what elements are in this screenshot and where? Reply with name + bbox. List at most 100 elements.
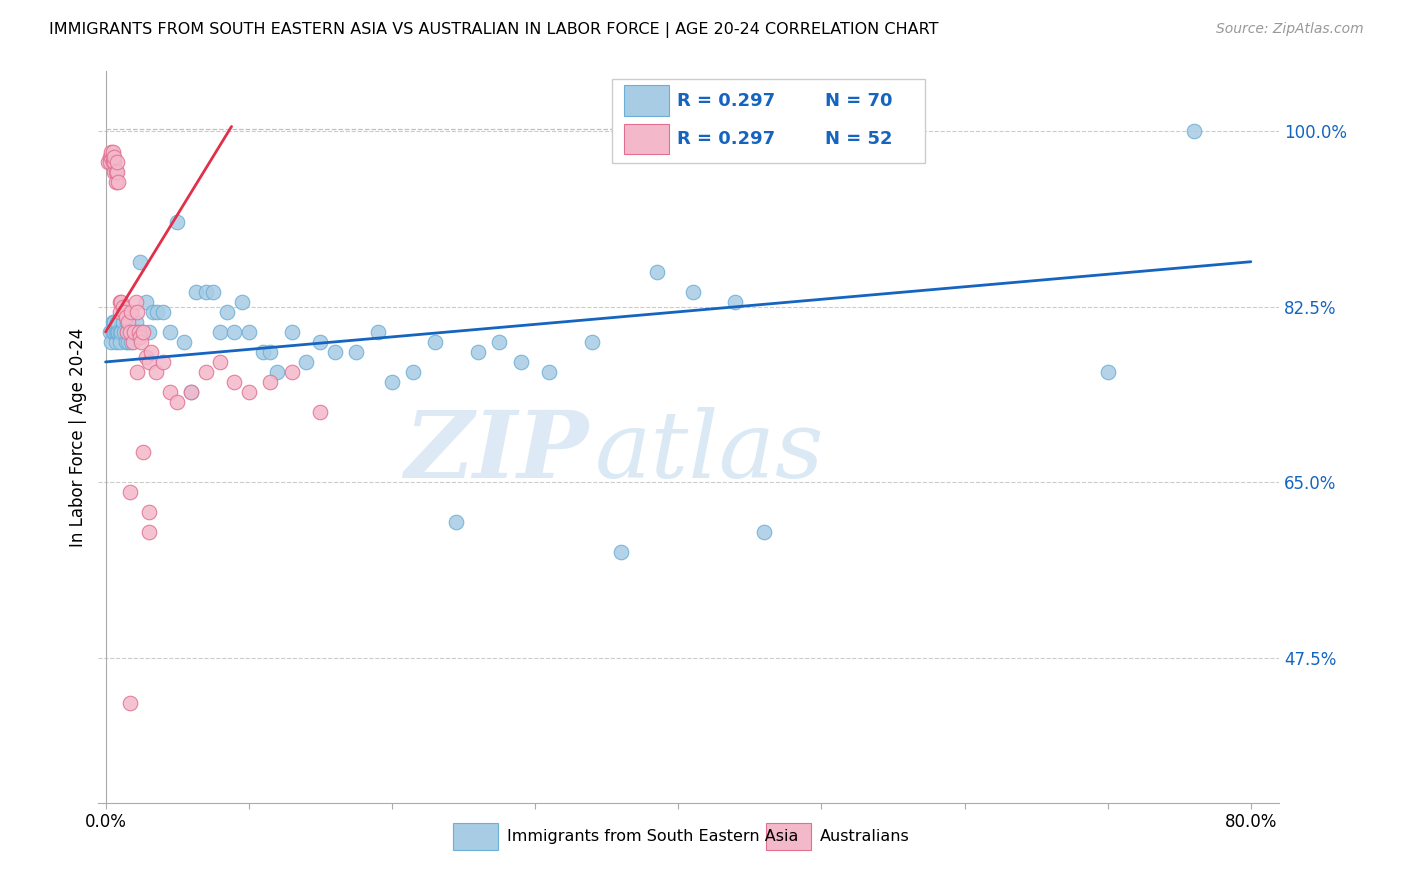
Point bbox=[117, 315, 139, 329]
Point bbox=[145, 365, 167, 379]
Point bbox=[1182, 124, 1205, 138]
Point bbox=[118, 696, 141, 710]
Point bbox=[105, 154, 128, 169]
Point bbox=[104, 175, 127, 189]
Point bbox=[104, 164, 127, 178]
Point bbox=[194, 365, 217, 379]
Point bbox=[100, 334, 122, 349]
Point bbox=[108, 294, 131, 309]
Point bbox=[121, 325, 143, 339]
Point bbox=[103, 154, 125, 169]
Text: R = 0.297: R = 0.297 bbox=[678, 130, 775, 148]
Point bbox=[135, 294, 157, 309]
Text: atlas: atlas bbox=[595, 407, 824, 497]
Point bbox=[645, 265, 668, 279]
Point bbox=[98, 154, 121, 169]
Point bbox=[97, 154, 120, 169]
Point bbox=[209, 325, 232, 339]
Point bbox=[159, 384, 181, 399]
Point bbox=[138, 325, 160, 339]
Point bbox=[105, 164, 128, 178]
Point bbox=[309, 334, 332, 349]
Point bbox=[111, 315, 134, 329]
Point bbox=[105, 325, 128, 339]
Point bbox=[108, 325, 131, 339]
Point bbox=[103, 325, 125, 339]
Point bbox=[120, 305, 142, 319]
Point bbox=[224, 325, 246, 339]
Point bbox=[125, 325, 148, 339]
Point bbox=[115, 325, 138, 339]
Point bbox=[142, 305, 165, 319]
Point bbox=[129, 330, 152, 344]
Point bbox=[323, 345, 346, 359]
Point bbox=[381, 375, 404, 389]
Point bbox=[581, 334, 603, 349]
Point bbox=[446, 515, 468, 529]
Point bbox=[107, 325, 129, 339]
Point bbox=[112, 325, 135, 339]
Point bbox=[138, 505, 160, 519]
Point bbox=[266, 365, 288, 379]
Point bbox=[280, 365, 302, 379]
Point bbox=[100, 145, 122, 159]
Text: N = 70: N = 70 bbox=[825, 92, 893, 110]
Point bbox=[114, 334, 136, 349]
Text: R = 0.297: R = 0.297 bbox=[678, 92, 775, 110]
Text: IMMIGRANTS FROM SOUTH EASTERN ASIA VS AUSTRALIAN IN LABOR FORCE | AGE 20-24 CORR: IMMIGRANTS FROM SOUTH EASTERN ASIA VS AU… bbox=[49, 22, 939, 38]
Point bbox=[98, 325, 121, 339]
Point bbox=[124, 294, 146, 309]
Point bbox=[238, 325, 260, 339]
Point bbox=[114, 310, 136, 324]
Point bbox=[132, 445, 155, 459]
Point bbox=[610, 545, 633, 559]
Point bbox=[135, 350, 157, 364]
Point bbox=[115, 325, 138, 339]
Point bbox=[538, 365, 561, 379]
Point bbox=[180, 384, 202, 399]
Point bbox=[101, 154, 124, 169]
Point bbox=[367, 325, 389, 339]
Point bbox=[724, 294, 747, 309]
Point bbox=[115, 315, 138, 329]
Point bbox=[152, 305, 174, 319]
Text: Australians: Australians bbox=[820, 829, 910, 844]
Point bbox=[132, 325, 155, 339]
FancyBboxPatch shape bbox=[453, 822, 498, 850]
Point bbox=[101, 149, 124, 163]
Point bbox=[125, 305, 148, 319]
Point bbox=[141, 345, 163, 359]
Point bbox=[173, 334, 195, 349]
FancyBboxPatch shape bbox=[624, 86, 669, 116]
Point bbox=[752, 525, 775, 540]
Point bbox=[105, 315, 128, 329]
Point bbox=[184, 285, 207, 299]
Point bbox=[110, 294, 132, 309]
Point bbox=[138, 525, 160, 540]
Point bbox=[467, 345, 489, 359]
Point bbox=[103, 315, 125, 329]
FancyBboxPatch shape bbox=[624, 124, 669, 154]
Point bbox=[231, 294, 253, 309]
Point bbox=[309, 405, 332, 419]
Point bbox=[110, 325, 132, 339]
Point bbox=[98, 149, 121, 163]
Point bbox=[138, 355, 160, 369]
FancyBboxPatch shape bbox=[766, 822, 811, 850]
Point bbox=[103, 149, 125, 163]
Point bbox=[128, 325, 150, 339]
Point bbox=[121, 334, 143, 349]
Point bbox=[423, 334, 446, 349]
Point bbox=[107, 175, 129, 189]
Y-axis label: In Labor Force | Age 20-24: In Labor Force | Age 20-24 bbox=[69, 327, 87, 547]
Point bbox=[132, 325, 155, 339]
Point bbox=[108, 334, 131, 349]
Point bbox=[344, 345, 367, 359]
Point bbox=[152, 355, 174, 369]
Point bbox=[166, 395, 188, 409]
Point bbox=[104, 325, 127, 339]
Point bbox=[509, 355, 531, 369]
Point bbox=[122, 325, 145, 339]
Point bbox=[295, 355, 318, 369]
Point bbox=[252, 345, 274, 359]
